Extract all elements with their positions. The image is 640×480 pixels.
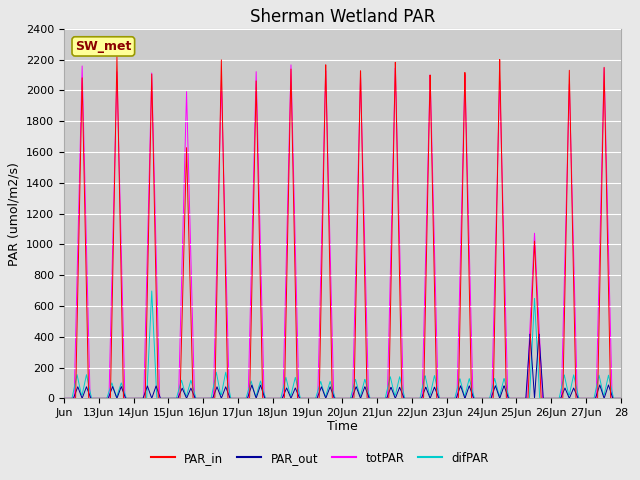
Legend: PAR_in, PAR_out, totPAR, difPAR: PAR_in, PAR_out, totPAR, difPAR [147,447,493,469]
X-axis label: Time: Time [327,420,358,432]
Text: SW_met: SW_met [75,40,131,53]
Title: Sherman Wetland PAR: Sherman Wetland PAR [250,8,435,26]
Y-axis label: PAR (umol/m2/s): PAR (umol/m2/s) [8,162,20,265]
